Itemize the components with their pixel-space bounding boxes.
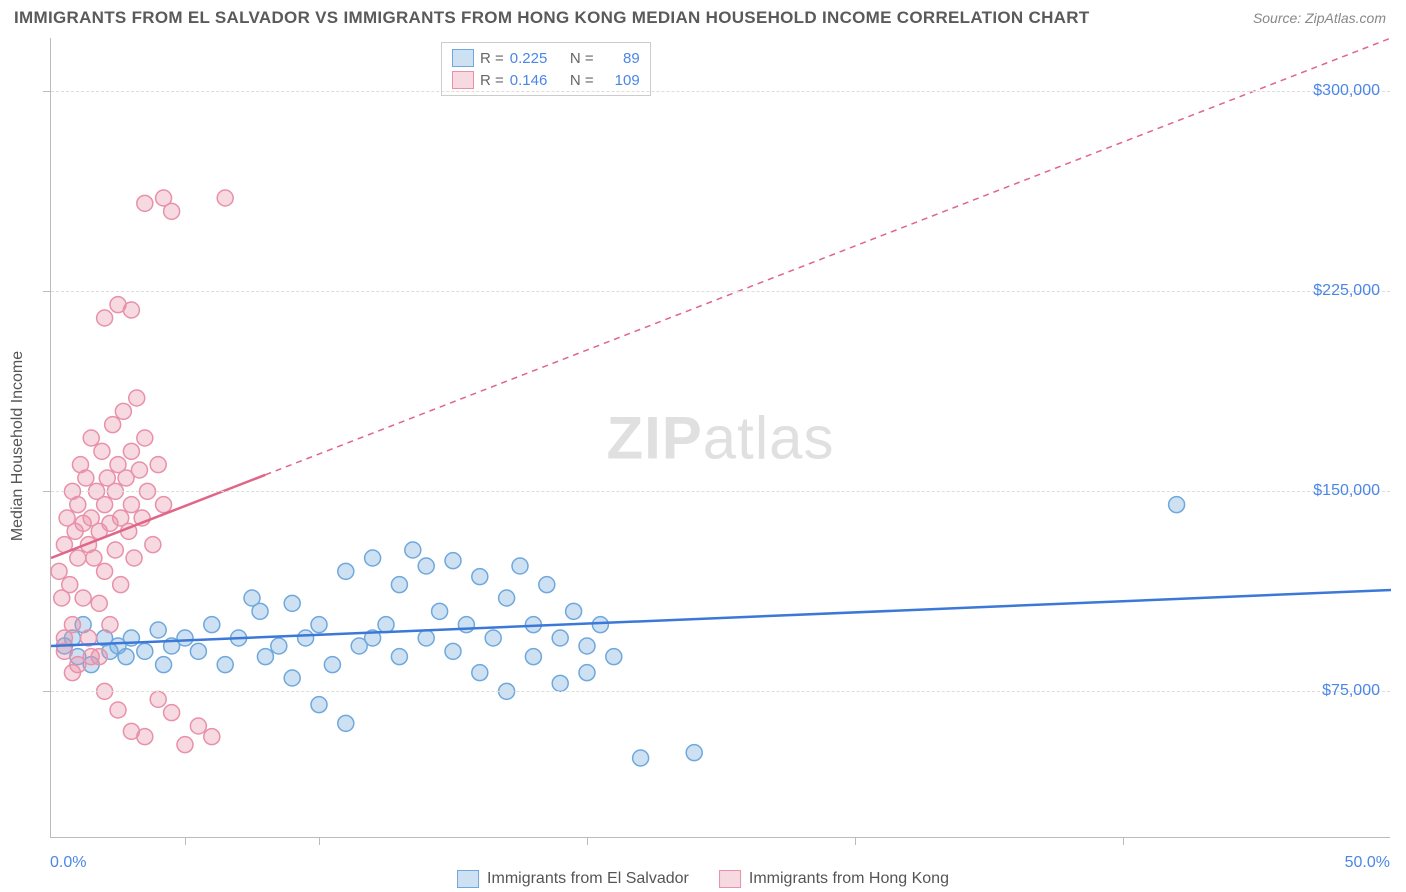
- n-value-1: 109: [600, 72, 640, 89]
- plot-area: ZIPatlas R = 0.225 N = 89 R = 0.146 N = …: [50, 38, 1390, 838]
- swatch-el-salvador: [457, 870, 479, 888]
- r-label: R =: [480, 50, 504, 67]
- plot-svg: [51, 38, 1390, 837]
- stats-legend-box: R = 0.225 N = 89 R = 0.146 N = 109: [441, 42, 651, 96]
- r-label: R =: [480, 72, 504, 89]
- bottom-legend: Immigrants from El Salvador Immigrants f…: [457, 870, 949, 888]
- stats-row-1: R = 0.146 N = 109: [452, 69, 640, 91]
- legend-item-hong-kong: Immigrants from Hong Kong: [719, 870, 949, 888]
- legend-label-1: Immigrants from Hong Kong: [749, 870, 949, 888]
- y-tick-label: $225,000: [1313, 282, 1380, 300]
- source-label: Source: ZipAtlas.com: [1253, 10, 1386, 26]
- r-value-1: 0.146: [510, 72, 560, 89]
- n-label: N =: [566, 72, 594, 89]
- swatch-hong-kong: [719, 870, 741, 888]
- stats-row-0: R = 0.225 N = 89: [452, 47, 640, 69]
- x-min-label: 0.0%: [50, 854, 86, 872]
- x-max-label: 50.0%: [1345, 854, 1390, 872]
- legend-item-el-salvador: Immigrants from El Salvador: [457, 870, 689, 888]
- n-label: N =: [566, 50, 594, 67]
- chart-title: IMMIGRANTS FROM EL SALVADOR VS IMMIGRANT…: [14, 8, 1090, 28]
- y-tick-label: $150,000: [1313, 482, 1380, 500]
- y-tick-label: $300,000: [1313, 82, 1380, 100]
- y-axis-label: Median Household Income: [9, 351, 27, 541]
- n-value-0: 89: [600, 50, 640, 67]
- y-tick-label: $75,000: [1322, 682, 1380, 700]
- swatch-el-salvador: [452, 49, 474, 67]
- r-value-0: 0.225: [510, 50, 560, 67]
- legend-label-0: Immigrants from El Salvador: [487, 870, 689, 888]
- correlation-chart: IMMIGRANTS FROM EL SALVADOR VS IMMIGRANT…: [0, 0, 1406, 892]
- swatch-hong-kong: [452, 71, 474, 89]
